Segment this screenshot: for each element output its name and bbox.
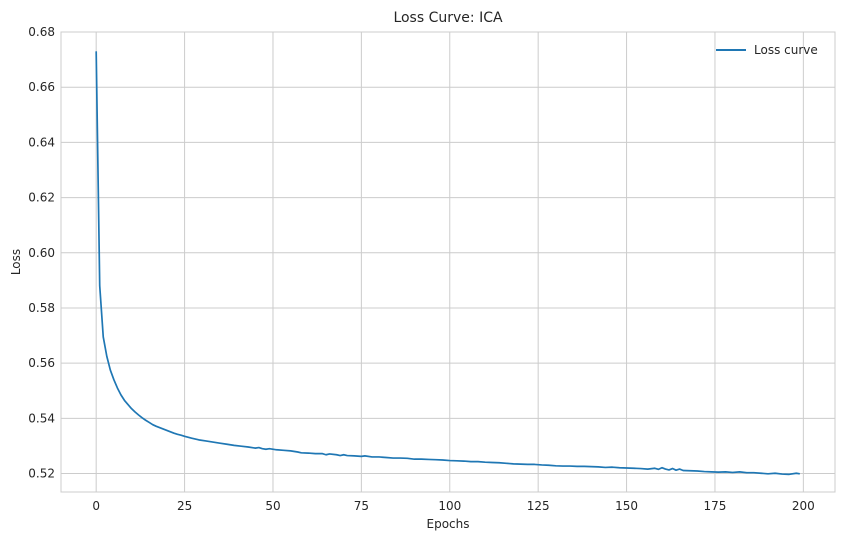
x-tick-label: 150 <box>615 499 638 513</box>
y-tick-label: 0.64 <box>28 135 55 149</box>
x-tick-label: 75 <box>354 499 369 513</box>
series-line-0 <box>95 51 800 476</box>
y-tick-label: 0.60 <box>28 246 55 260</box>
x-tick-label: 100 <box>438 499 461 513</box>
y-axis-label: Loss <box>9 249 23 275</box>
y-tick-label: 0.66 <box>28 80 55 94</box>
y-tick-label: 0.56 <box>28 356 55 370</box>
legend: Loss curve <box>716 43 818 57</box>
y-tick-label: 0.52 <box>28 467 55 481</box>
line-layer <box>95 51 800 476</box>
y-tick-label: 0.68 <box>28 25 55 39</box>
legend-label: Loss curve <box>754 43 818 57</box>
x-axis-label: Epochs <box>427 517 470 531</box>
x-tick-label: 0 <box>92 499 100 513</box>
x-tick-label: 200 <box>792 499 815 513</box>
x-tick-label: 50 <box>265 499 280 513</box>
y-tick-label: 0.62 <box>28 191 55 205</box>
y-tick-label: 0.54 <box>28 411 55 425</box>
x-tick-label: 25 <box>177 499 192 513</box>
grid-layer <box>61 31 835 492</box>
y-tick-label: 0.58 <box>28 301 55 315</box>
chart-title: Loss Curve: ICA <box>393 10 503 26</box>
tick-layer: 0 25 50 75 100 125 150 175 200 0.52 0.54 0.56 0.58 0.… <box>28 25 815 513</box>
x-tick-label: 125 <box>527 499 550 513</box>
plot-frame <box>60 31 836 493</box>
x-tick-label: 175 <box>704 499 727 513</box>
